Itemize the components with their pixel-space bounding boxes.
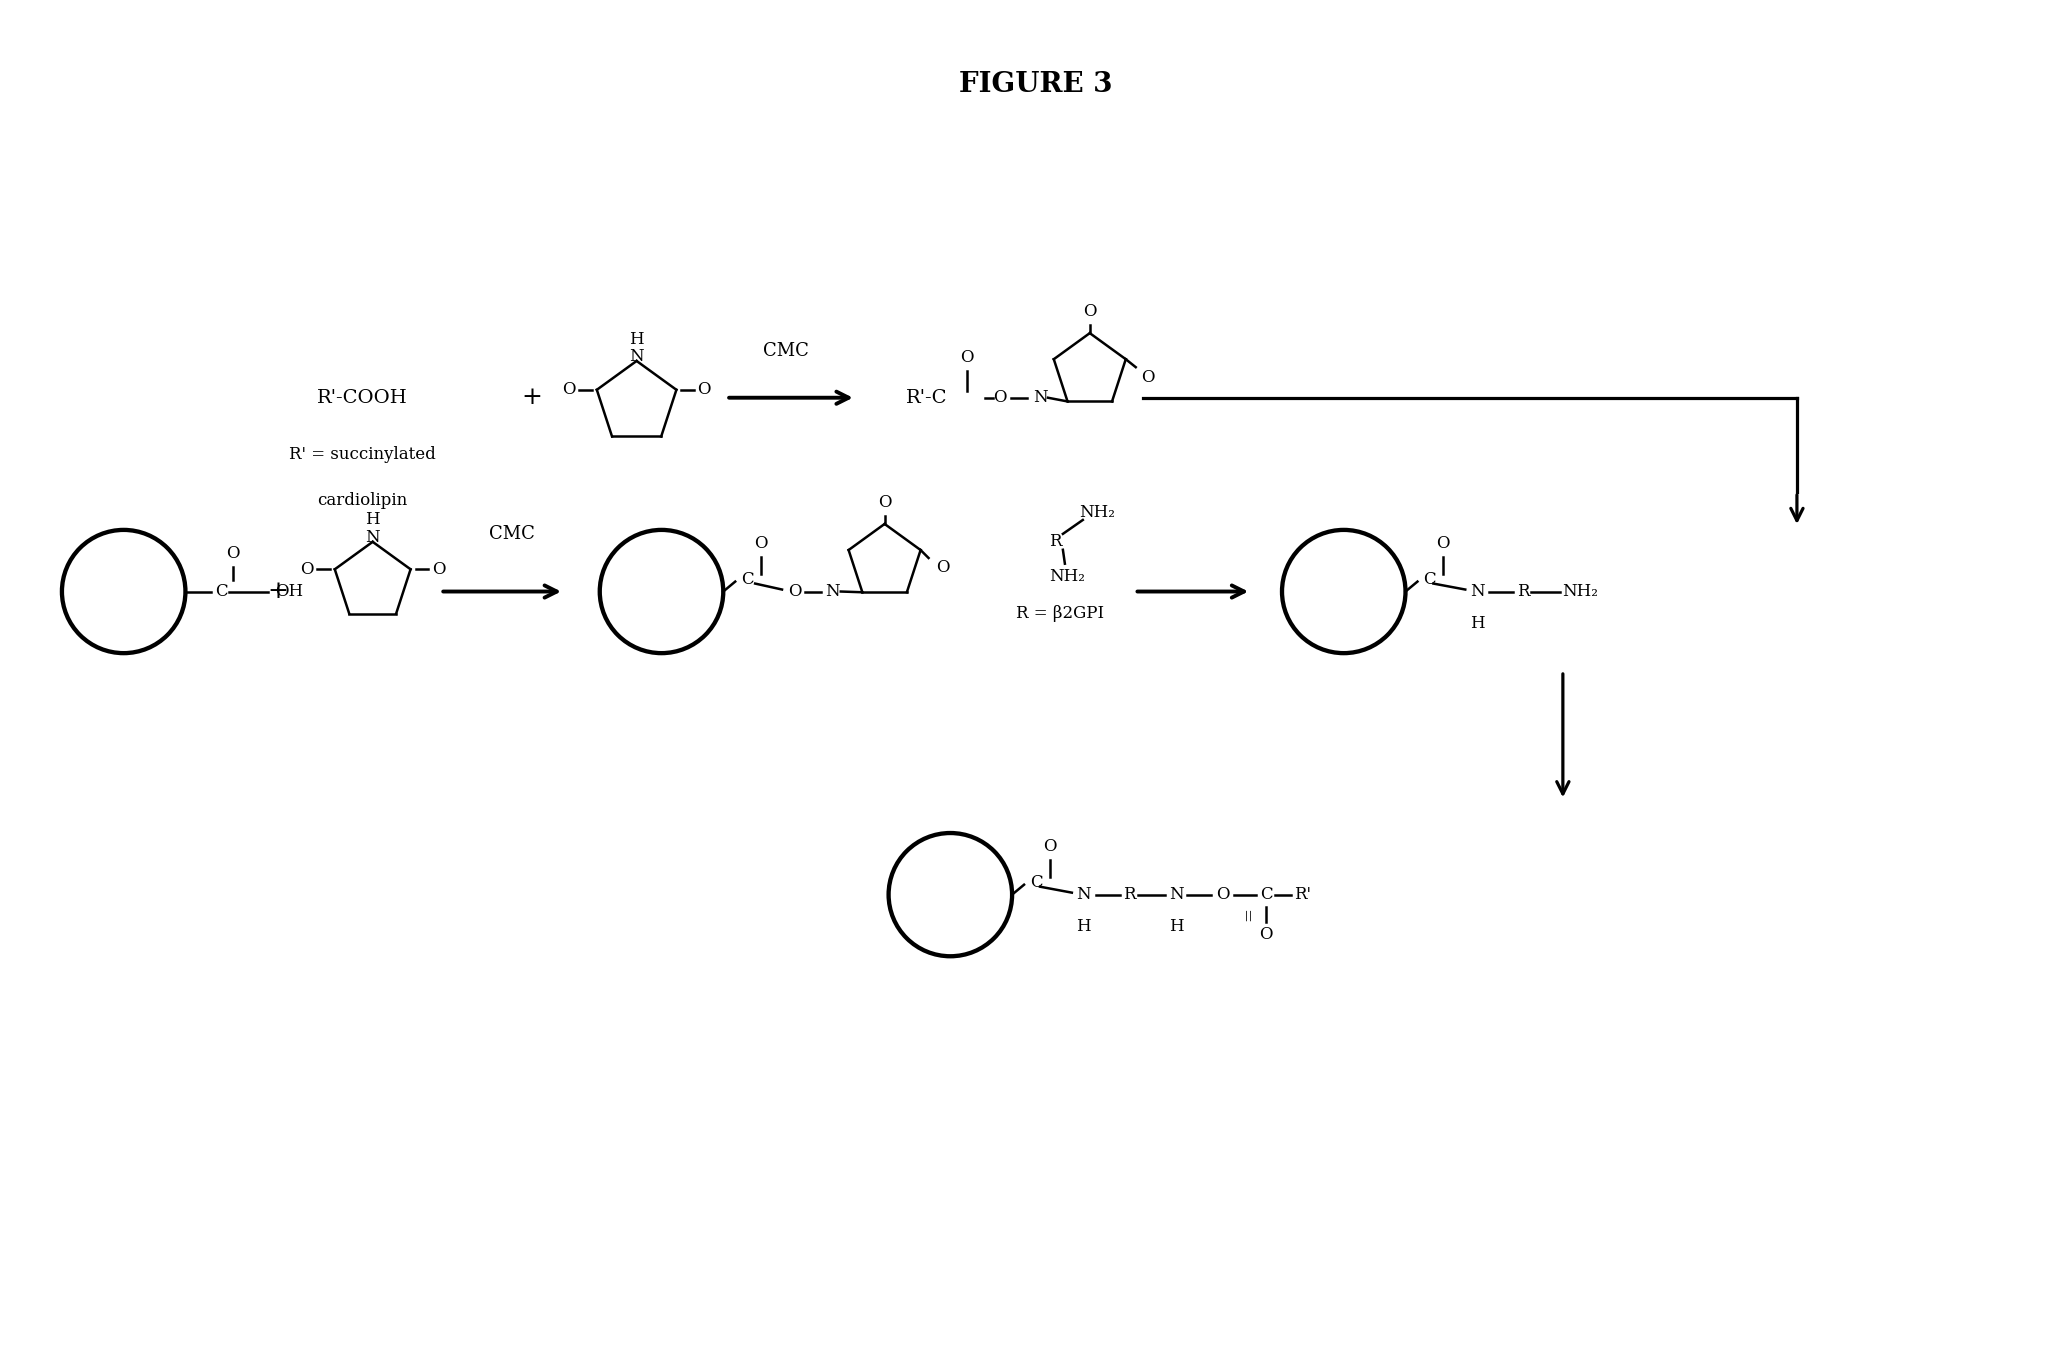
Text: R'-C: R'-C (905, 389, 947, 407)
Text: O: O (754, 535, 769, 553)
Text: R = β2GPI: R = β2GPI (1015, 605, 1104, 621)
Text: NH₂: NH₂ (1080, 504, 1115, 520)
Text: N: N (1469, 584, 1484, 600)
Text: R: R (1048, 534, 1061, 550)
Text: C: C (1260, 886, 1272, 902)
Text: NH₂: NH₂ (1048, 569, 1086, 585)
Text: OH: OH (276, 584, 303, 600)
Text: NH₂: NH₂ (1562, 584, 1598, 600)
Text: C: C (1423, 571, 1436, 588)
Text: O: O (879, 493, 891, 511)
Text: FIGURE 3: FIGURE 3 (959, 72, 1113, 99)
Text: N: N (630, 349, 644, 366)
Text: C: C (215, 584, 228, 600)
Text: N: N (1032, 389, 1046, 407)
Text: O: O (1216, 886, 1231, 902)
Text: O: O (1084, 303, 1096, 320)
Text: O: O (787, 584, 802, 600)
Text: C: C (742, 571, 754, 588)
Text: R: R (1123, 886, 1135, 902)
Text: C: C (1030, 874, 1042, 892)
Text: N: N (1077, 886, 1092, 902)
Text: O: O (431, 561, 445, 578)
Text: +: + (522, 386, 543, 409)
Text: O: O (1436, 535, 1450, 553)
Text: +: + (267, 580, 288, 603)
Text: H: H (1169, 917, 1183, 935)
Text: H: H (1077, 917, 1092, 935)
Text: H: H (630, 331, 644, 347)
Text: O: O (300, 561, 313, 578)
Text: R' = succinylated: R' = succinylated (290, 446, 435, 463)
Text: N: N (365, 530, 379, 546)
Text: N: N (1169, 886, 1183, 902)
Text: =: = (1241, 908, 1258, 921)
Text: CMC: CMC (489, 526, 535, 543)
Text: O: O (1042, 839, 1057, 855)
Text: N: N (825, 584, 839, 600)
Text: cardiolipin: cardiolipin (317, 492, 408, 508)
Text: O: O (226, 546, 240, 562)
Text: R: R (1517, 584, 1529, 600)
Text: H: H (365, 512, 379, 528)
Text: R': R' (1295, 886, 1312, 902)
Text: O: O (562, 381, 576, 399)
Text: H: H (1469, 615, 1484, 632)
Text: O: O (937, 559, 949, 577)
Text: O: O (961, 350, 974, 366)
Text: O: O (698, 381, 711, 399)
Text: O: O (992, 389, 1007, 407)
Text: O: O (1260, 925, 1272, 943)
Text: R'-COOH: R'-COOH (317, 389, 408, 407)
Text: O: O (1142, 369, 1154, 385)
Text: CMC: CMC (762, 342, 808, 359)
